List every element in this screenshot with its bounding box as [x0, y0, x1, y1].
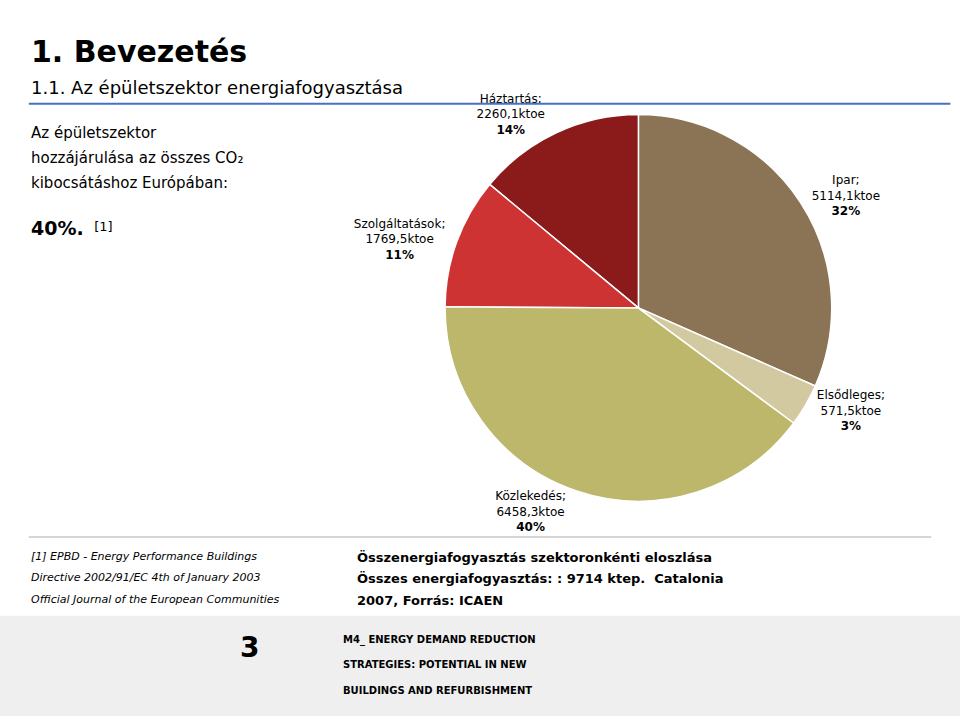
- svg-text:1.1. Az épületszektor energiaf: 1.1. Az épületszektor energiafogyasztása: [31, 77, 403, 98]
- svg-text:3: 3: [240, 631, 259, 664]
- svg-text:Az épületszektor: Az épületszektor: [31, 124, 157, 142]
- svg-text:Elsődleges;571,5ktoe3%: Elsődleges;571,5ktoe3%: [817, 388, 885, 433]
- svg-text:kibocsátáshoz Európában:: kibocsátáshoz Európában:: [31, 174, 228, 192]
- svg-text:BUILDINGS AND REFURBISHMENT: BUILDINGS AND REFURBISHMENT: [343, 685, 532, 696]
- svg-text:M4_ ENERGY DEMAND REDUCTION: M4_ ENERGY DEMAND REDUCTION: [343, 634, 536, 646]
- svg-text:Official Journal of the Europe: Official Journal of the European Communi…: [31, 593, 280, 606]
- svg-text:Szolgáltatások;1769,5ktoe11%: Szolgáltatások;1769,5ktoe11%: [354, 217, 446, 262]
- svg-text:2007, Forrás: ICAEN: 2007, Forrás: ICAEN: [357, 593, 503, 608]
- svg-text:Közlekedés;6458,3ktoe40%: Közlekedés;6458,3ktoe40%: [495, 489, 566, 534]
- svg-text:Directive 2002/91/EC 4th of Ja: Directive 2002/91/EC 4th of January 2003: [31, 571, 261, 584]
- svg-text:1. Bevezetés: 1. Bevezetés: [31, 34, 247, 69]
- svg-text:[1] EPBD - ​Energy Performance: [1] EPBD - ​Energy Performance Buildings: [31, 550, 257, 563]
- svg-text:[1]: [1]: [90, 219, 113, 234]
- svg-text:Összes energiafogyasztás: : 97: Összes energiafogyasztás: : 9714 ktep. C…: [357, 571, 723, 586]
- svg-text:hozzájárulása az összes CO₂: hozzájárulása az összes CO₂: [31, 149, 243, 167]
- svg-text:40%.: 40%.: [31, 217, 84, 239]
- svg-text:Háztartás;2260,1ktoe14%: Háztartás;2260,1ktoe14%: [477, 92, 545, 137]
- svg-text:Ipar;5114,1ktoe32%: Ipar;5114,1ktoe32%: [812, 173, 880, 218]
- svg-text:Összenergiafogyasztás szektoro: Összenergiafogyasztás szektoronkénti elo…: [357, 550, 712, 565]
- svg-text:STRATEGIES: POTENTIAL IN NEW: STRATEGIES: POTENTIAL IN NEW: [343, 659, 527, 670]
